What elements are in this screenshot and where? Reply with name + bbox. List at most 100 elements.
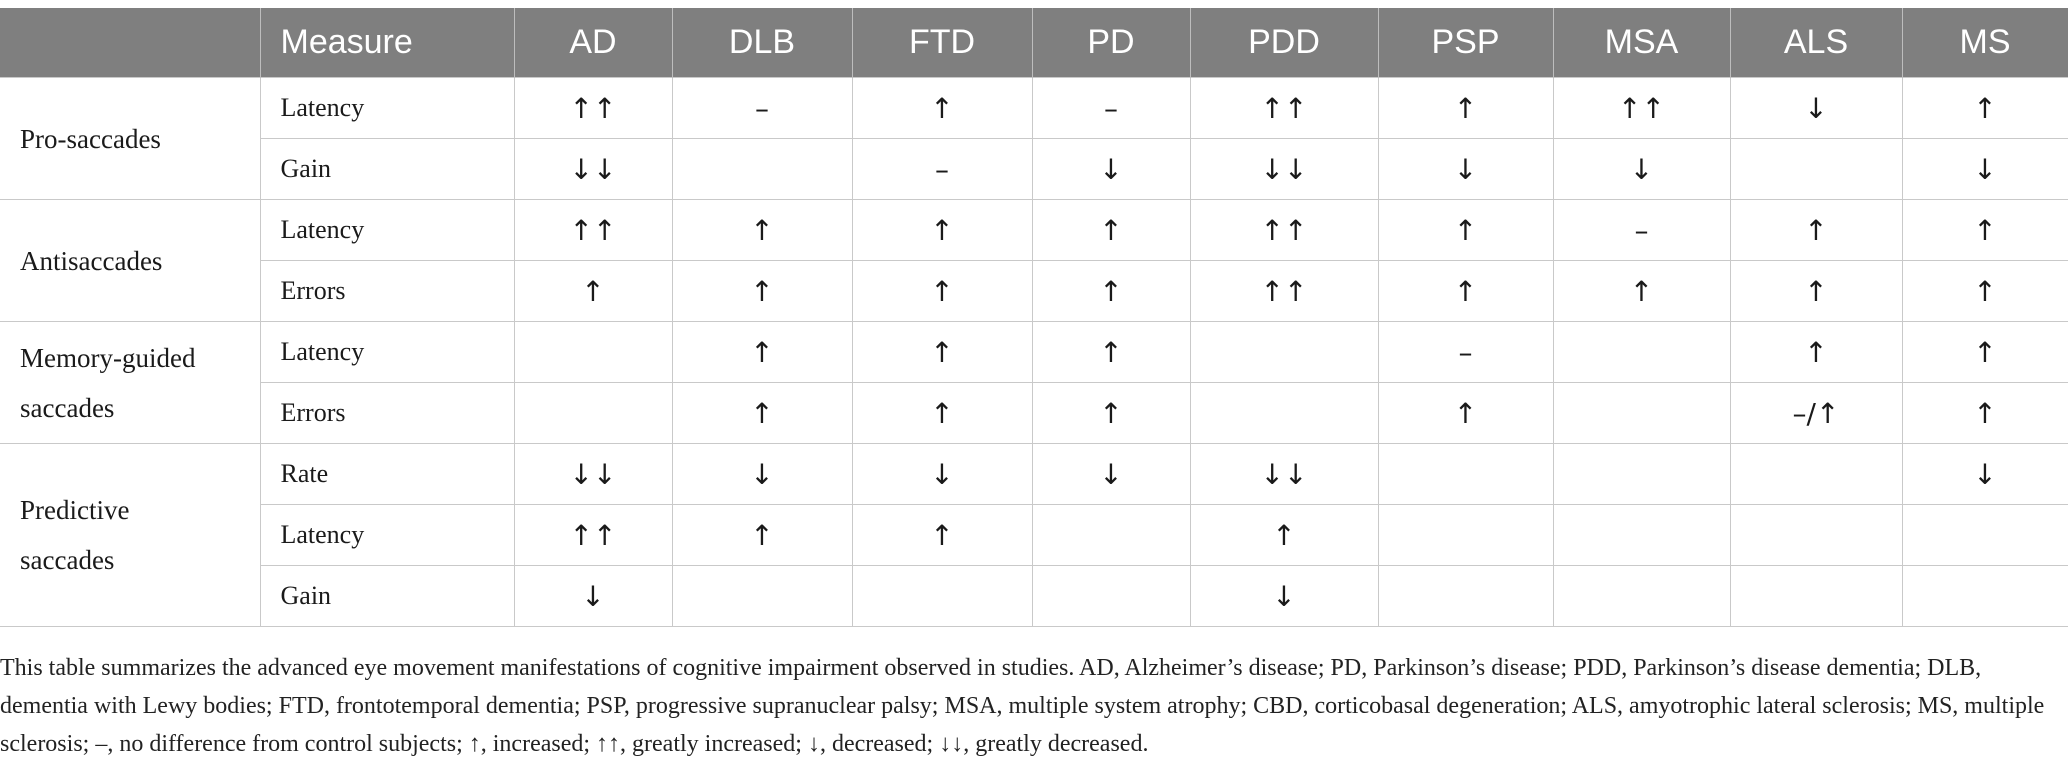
header-row: Measure AD DLB FTD PD PDD PSP MSA ALS MS <box>0 8 2068 78</box>
table-row: Latency ↑↑ ↑ ↑ ↑ <box>0 504 2068 566</box>
value-cell <box>1729 138 1903 200</box>
value-cell <box>1729 504 1903 566</box>
value-cell: ↓ <box>1729 77 1903 139</box>
value-cell: ↑↑ <box>1552 77 1731 139</box>
header-cell-pd: PD <box>1031 8 1191 78</box>
value-cell: ↑ <box>1729 260 1903 322</box>
value-cell: ↑ <box>851 260 1033 322</box>
value-cell: ↓ <box>1189 565 1379 627</box>
value-cell <box>1377 443 1554 505</box>
value-cell: ↑ <box>1901 260 2068 322</box>
table-header: Measure AD DLB FTD PD PDD PSP MSA ALS MS <box>0 8 2068 78</box>
group-label-line: Predictive <box>20 495 130 525</box>
value-cell <box>1552 565 1731 627</box>
value-cell: ↑ <box>1901 321 2068 383</box>
table-row: Errors ↑ ↑ ↑ ↑ ↑↑ ↑ ↑ ↑ ↑ <box>0 260 2068 322</box>
value-cell: ↓ <box>1377 138 1554 200</box>
value-cell: ↑ <box>1729 199 1903 261</box>
measure-cell: Gain <box>259 565 515 627</box>
value-cell: ↑ <box>1031 321 1191 383</box>
value-cell: ↑↑ <box>513 199 673 261</box>
value-cell: ↑ <box>1031 260 1191 322</box>
value-cell <box>1031 565 1191 627</box>
value-cell: ↑ <box>671 260 853 322</box>
group-label-line: saccades <box>20 545 115 575</box>
value-cell: ↓ <box>513 565 673 627</box>
value-cell: ↑ <box>671 504 853 566</box>
table-row: Pro-saccades Latency ↑↑ – ↑ – ↑↑ ↑ ↑↑ ↓ ↑ <box>0 77 2068 200</box>
value-cell: ↑↑ <box>513 77 673 139</box>
value-cell <box>513 382 673 444</box>
value-cell <box>1729 565 1903 627</box>
value-cell: ↓↓ <box>513 443 673 505</box>
measure-cell: Rate <box>259 443 515 505</box>
header-cell-measure: Measure <box>259 8 515 78</box>
value-cell: ↓↓ <box>1189 443 1379 505</box>
value-cell: –/↑ <box>1729 382 1903 444</box>
table-row: Errors ↑ ↑ ↑ ↑ –/↑ ↑ <box>0 382 2068 444</box>
measure-cell: Gain <box>259 138 515 200</box>
value-cell <box>1552 382 1731 444</box>
value-cell <box>671 138 853 200</box>
value-cell <box>1552 443 1731 505</box>
value-cell <box>1189 321 1379 383</box>
value-cell <box>1901 565 2068 627</box>
value-cell: ↑ <box>851 321 1033 383</box>
value-cell: ↓↓ <box>1189 138 1379 200</box>
measure-cell: Latency <box>259 199 515 261</box>
eye-movement-table: Measure AD DLB FTD PD PDD PSP MSA ALS MS Pro-sacc… <box>0 8 2068 627</box>
value-cell: ↓ <box>1552 138 1731 200</box>
value-cell: ↑ <box>1377 260 1554 322</box>
header-cell-dlb: DLB <box>671 8 853 78</box>
value-cell <box>1377 565 1554 627</box>
table-container: Measure AD DLB FTD PD PDD PSP MSA ALS MS Pro-sacc… <box>0 8 2068 627</box>
value-cell: ↑ <box>1729 321 1903 383</box>
value-cell <box>1377 504 1554 566</box>
value-cell: ↑↑ <box>1189 77 1379 139</box>
value-cell: ↑ <box>671 382 853 444</box>
value-cell: ↑ <box>513 260 673 322</box>
value-cell: ↑↑ <box>1189 199 1379 261</box>
header-cell-pdd: PDD <box>1189 8 1379 78</box>
value-cell: ↑ <box>851 382 1033 444</box>
header-cell-als: ALS <box>1729 8 1903 78</box>
group-label-line: saccades <box>20 392 115 423</box>
table-row: Gain ↓ ↓ <box>0 565 2068 627</box>
value-cell: ↓ <box>851 443 1033 505</box>
value-cell: ↑↑ <box>513 504 673 566</box>
value-cell: ↓↓ <box>513 138 673 200</box>
value-cell: ↑ <box>1377 382 1554 444</box>
group-label-line: Memory-guided <box>20 342 196 373</box>
value-cell: ↑ <box>1377 77 1554 139</box>
value-cell: ↑ <box>1901 77 2068 139</box>
value-cell <box>513 321 673 383</box>
value-cell: – <box>1377 321 1554 383</box>
header-cell-ms: MS <box>1901 8 2068 78</box>
value-cell: ↓ <box>1901 138 2068 200</box>
table-row: Memory-guided saccades Latency ↑ ↑ ↑ – ↑ ↑ <box>0 321 2068 444</box>
group-label: Antisaccades <box>0 199 261 322</box>
value-cell <box>851 565 1033 627</box>
value-cell: ↓ <box>1901 443 2068 505</box>
header-cell-psp: PSP <box>1377 8 1554 78</box>
value-cell <box>1729 443 1903 505</box>
group-label: Pro-saccades <box>0 77 261 200</box>
value-cell: ↑ <box>1901 382 2068 444</box>
value-cell <box>1552 504 1731 566</box>
header-cell-msa: MSA <box>1552 8 1731 78</box>
measure-cell: Latency <box>259 77 515 139</box>
measure-cell: Latency <box>259 504 515 566</box>
table-row: Gain ↓↓ – ↓ ↓↓ ↓ ↓ ↓ <box>0 138 2068 200</box>
value-cell: ↑ <box>1901 199 2068 261</box>
value-cell: ↑ <box>671 199 853 261</box>
value-cell <box>1552 321 1731 383</box>
value-cell: ↓ <box>1031 138 1191 200</box>
group-label: Memory-guided saccades <box>0 321 261 444</box>
table-row: Predictive saccades Rate ↓↓ ↓ ↓ ↓ ↓↓ ↓ <box>0 443 2068 627</box>
table-row: Antisaccades Latency ↑↑ ↑ ↑ ↑ ↑↑ ↑ – ↑ ↑ <box>0 199 2068 322</box>
value-cell: ↑ <box>1189 504 1379 566</box>
measure-cell: Errors <box>259 260 515 322</box>
header-cell-ad: AD <box>513 8 673 78</box>
value-cell: ↑ <box>1031 382 1191 444</box>
value-cell: ↑ <box>1031 199 1191 261</box>
